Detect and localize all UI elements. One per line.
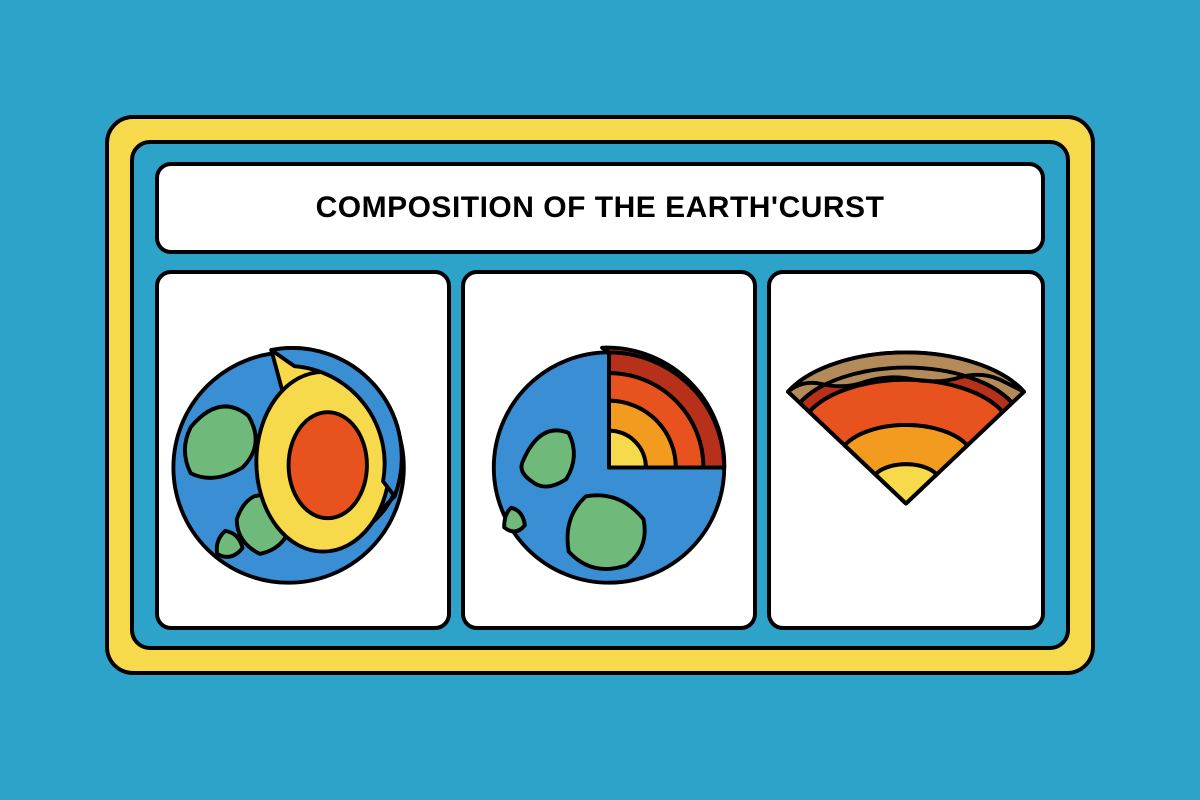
infographic-canvas: COMPOSITION OF THE EARTH'CURST [0, 0, 1200, 800]
panel-wedge [767, 270, 1045, 630]
title-box: COMPOSITION OF THE EARTH'CURST [155, 162, 1045, 254]
title-text: COMPOSITION OF THE EARTH'CURST [316, 191, 885, 225]
wedge-icon [771, 274, 1041, 626]
earth-peel-icon [159, 274, 447, 626]
panel-earth-peel [155, 270, 451, 630]
panel-earth-cutaway [461, 270, 757, 630]
earth-cutaway-icon [465, 274, 753, 626]
